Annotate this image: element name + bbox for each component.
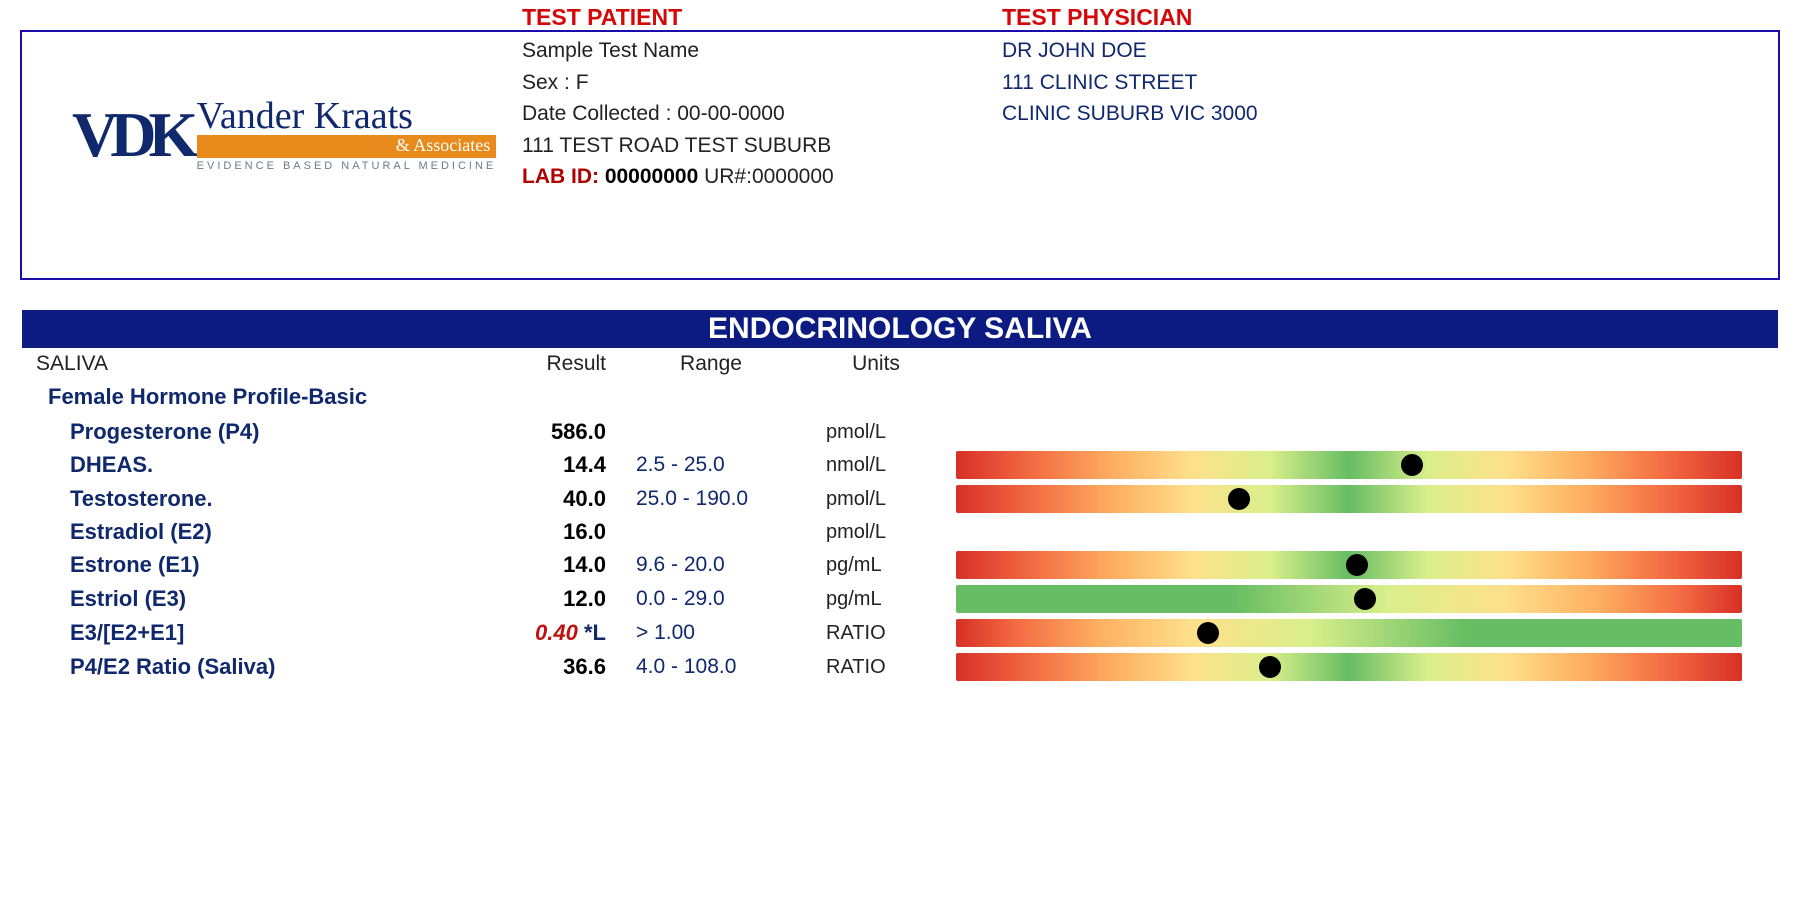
patient-labid-line: LAB ID: 00000000 UR#:0000000	[522, 161, 982, 193]
physician-name: DR JOHN DOE	[1002, 35, 1502, 67]
bar-cell	[946, 653, 1772, 681]
test-name: P4/E2 Ratio (Saliva)	[36, 654, 496, 680]
results-table: SALIVA Result Range Units Female Hormone…	[20, 348, 1780, 684]
test-result: 12.0	[496, 586, 616, 612]
gradient-bar	[956, 451, 1742, 479]
gradient-bar	[956, 585, 1742, 613]
test-units: nmol/L	[806, 454, 946, 477]
test-row: Progesterone (P4)586.0 pmol/L	[28, 416, 1772, 448]
test-units: RATIO	[806, 656, 946, 679]
test-result: 16.0	[496, 519, 616, 545]
test-units: RATIO	[806, 622, 946, 645]
bar-cell	[946, 451, 1772, 479]
logo-assoc: & Associates	[197, 135, 497, 158]
gradient-bar	[956, 619, 1742, 647]
marker-dot	[1354, 588, 1376, 610]
gradient-bar	[956, 551, 1742, 579]
physician-title: TEST PHYSICIAN	[1002, 4, 1502, 31]
marker-dot	[1259, 656, 1281, 678]
header-box: VDK Vander Kraats & Associates EVIDENCE …	[20, 30, 1780, 280]
gradient-bar	[956, 653, 1742, 681]
logo: VDK Vander Kraats & Associates EVIDENCE …	[72, 97, 496, 172]
test-range: 25.0 - 190.0	[616, 487, 806, 511]
profile-title: Female Hormone Profile-Basic	[28, 384, 1772, 410]
test-row: Estradiol (E2)16.0 pmol/L	[28, 516, 1772, 548]
test-result: 14.4	[496, 452, 616, 478]
test-units: pmol/L	[806, 421, 946, 444]
test-name: Estriol (E3)	[36, 586, 496, 612]
header-range: Range	[616, 352, 806, 376]
bar-cell	[946, 619, 1772, 647]
test-result: 14.0	[496, 552, 616, 578]
lab-id-label: LAB ID:	[522, 165, 605, 188]
test-name: E3/[E2+E1]	[36, 620, 496, 646]
test-name: DHEAS.	[36, 452, 496, 478]
logo-initials: VDK	[72, 98, 190, 172]
marker-dot	[1197, 622, 1219, 644]
marker-dot	[1228, 488, 1250, 510]
test-row: P4/E2 Ratio (Saliva)36.64.0 - 108.0RATIO	[28, 650, 1772, 684]
bar-cell	[946, 485, 1772, 513]
test-row: E3/[E2+E1]0.40 *L> 1.00RATIO	[28, 616, 1772, 650]
test-range: > 1.00	[616, 621, 806, 645]
test-rows: Progesterone (P4)586.0 pmol/L DHEAS.14.42.…	[28, 416, 1772, 684]
column-headers: SALIVA Result Range Units	[28, 348, 1772, 378]
logo-tagline: EVIDENCE BASED NATURAL MEDICINE	[197, 160, 497, 172]
ur-number: UR#:0000000	[698, 165, 833, 188]
test-result: 586.0	[496, 419, 616, 445]
test-units: pmol/L	[806, 521, 946, 544]
patient-date: Date Collected : 00-00-0000	[522, 98, 982, 130]
test-result: 0.40 *L	[496, 620, 616, 646]
patient-title: TEST PATIENT	[522, 4, 982, 31]
test-row: DHEAS.14.42.5 - 25.0nmol/L	[28, 448, 1772, 482]
header-units: Units	[806, 352, 946, 376]
header-result: Result	[496, 352, 616, 376]
flag-mark: *L	[578, 620, 606, 645]
test-range: 2.5 - 25.0	[616, 453, 806, 477]
physician-column: TEST PHYSICIAN DR JOHN DOE 111 CLINIC ST…	[1002, 4, 1502, 130]
test-range: 4.0 - 108.0	[616, 655, 806, 679]
patient-column: TEST PATIENT Sample Test Name Sex : F Da…	[522, 4, 982, 193]
header-sample: SALIVA	[36, 352, 496, 376]
test-name: Estrone (E1)	[36, 552, 496, 578]
test-name: Progesterone (P4)	[36, 419, 496, 445]
section-banner: ENDOCRINOLOGY SALIVA	[22, 310, 1778, 348]
bar-cell	[946, 551, 1772, 579]
logo-text-block: Vander Kraats & Associates EVIDENCE BASE…	[197, 97, 497, 172]
bar-cell	[946, 585, 1772, 613]
marker-dot	[1346, 554, 1368, 576]
test-units: pg/mL	[806, 554, 946, 577]
lab-id-value: 00000000	[605, 165, 698, 188]
test-name: Testosterone.	[36, 486, 496, 512]
physician-street: 111 CLINIC STREET	[1002, 67, 1502, 99]
test-result: 36.6	[496, 654, 616, 680]
gradient-bar	[956, 485, 1742, 513]
test-range: 0.0 - 29.0	[616, 587, 806, 611]
marker-dot	[1401, 454, 1423, 476]
patient-name: Sample Test Name	[522, 35, 982, 67]
test-row: Estriol (E3)12.00.0 - 29.0pg/mL	[28, 582, 1772, 616]
patient-address: 111 TEST ROAD TEST SUBURB	[522, 130, 982, 162]
physician-suburb: CLINIC SUBURB VIC 3000	[1002, 98, 1502, 130]
test-row: Estrone (E1)14.09.6 - 20.0pg/mL	[28, 548, 1772, 582]
test-units: pmol/L	[806, 488, 946, 511]
test-result: 40.0	[496, 486, 616, 512]
test-row: Testosterone.40.025.0 - 190.0pmol/L	[28, 482, 1772, 516]
test-name: Estradiol (E2)	[36, 519, 496, 545]
test-range: 9.6 - 20.0	[616, 553, 806, 577]
test-units: pg/mL	[806, 588, 946, 611]
patient-sex: Sex : F	[522, 67, 982, 99]
